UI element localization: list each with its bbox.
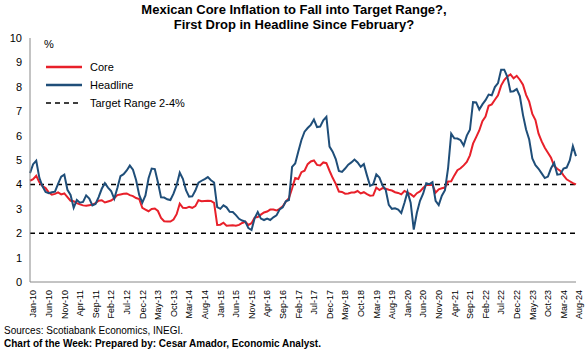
svg-text:4: 4: [16, 178, 22, 190]
svg-text:Jul-17: Jul-17: [309, 290, 319, 315]
svg-text:Dec-12: Dec-12: [138, 290, 148, 319]
svg-text:Oct-13: Oct-13: [169, 290, 179, 317]
svg-text:Jan-15: Jan-15: [216, 290, 226, 318]
svg-text:Apr-16: Apr-16: [262, 290, 272, 317]
html-text:Target Range 2-4%: Target Range 2-4%: [90, 97, 185, 109]
html-text:Sources: Scotiabank Economics,: Sources: Scotiabank Economics, INEGI.: [4, 325, 183, 336]
svg-text:May-23: May-23: [528, 290, 538, 320]
svg-text:Aug-14: Aug-14: [200, 290, 210, 319]
svg-text:Jan-20: Jan-20: [403, 290, 413, 318]
svg-text:Aug-19: Aug-19: [387, 290, 397, 319]
svg-text:May-13: May-13: [153, 290, 163, 320]
svg-text:Nov-20: Nov-20: [434, 290, 444, 319]
svg-text:Mar-24: Mar-24: [559, 290, 569, 319]
svg-text:Dec-17: Dec-17: [325, 290, 335, 319]
svg-text:Jul-12: Jul-12: [122, 290, 132, 315]
svg-text:Sep-21: Sep-21: [465, 290, 475, 319]
svg-text:Aug-24: Aug-24: [574, 290, 580, 319]
svg-text:Nov-10: Nov-10: [60, 290, 70, 319]
svg-text:Sep-11: Sep-11: [91, 290, 101, 318]
svg-text:10: 10: [10, 32, 22, 44]
svg-text:5: 5: [16, 154, 22, 166]
html-text:Headline: Headline: [90, 79, 134, 91]
svg-text:Feb-22: Feb-22: [481, 290, 491, 319]
svg-text:May-18: May-18: [340, 290, 350, 320]
svg-text:Jun-15: Jun-15: [231, 290, 241, 318]
svg-text:1: 1: [16, 252, 22, 264]
svg-text:Feb-12: Feb-12: [106, 290, 116, 319]
svg-text:6: 6: [16, 130, 22, 142]
svg-text:Sep-16: Sep-16: [278, 290, 288, 319]
svg-text:7: 7: [16, 105, 22, 117]
svg-text:0: 0: [16, 276, 22, 288]
svg-text:Mar-14: Mar-14: [184, 290, 194, 319]
svg-text:Mar-19: Mar-19: [372, 290, 382, 319]
svg-text:2: 2: [16, 227, 22, 239]
svg-text:Apr-11: Apr-11: [75, 290, 85, 316]
svg-text:Oct-23: Oct-23: [543, 290, 553, 317]
svg-text:Nov-15: Nov-15: [247, 290, 257, 319]
svg-text:Oct-18: Oct-18: [356, 290, 366, 317]
svg-text:8: 8: [16, 81, 22, 93]
svg-text:Feb-17: Feb-17: [294, 290, 304, 319]
svg-text:Jun-20: Jun-20: [418, 290, 428, 318]
svg-text:3: 3: [16, 203, 22, 215]
svg-text:9: 9: [16, 56, 22, 68]
svg-text:Apr-21: Apr-21: [450, 290, 460, 317]
svg-text:Jul-22: Jul-22: [496, 290, 506, 315]
html-text:Mexican Core Inflation to Fall: Mexican Core Inflation to Fall into Targ…: [141, 2, 447, 17]
svg-text:Dec-22: Dec-22: [512, 290, 522, 319]
svg-text:Jun-10: Jun-10: [44, 290, 54, 318]
html-text:First Drop in Headline Since F: First Drop in Headline Since February?: [173, 17, 415, 32]
html-text:Core: Core: [90, 61, 114, 73]
svg-text:Jan-10: Jan-10: [28, 290, 38, 318]
html-text:Chart of the Week: Prepared by: Chart of the Week: Prepared by: Cesar Am…: [4, 338, 321, 349]
